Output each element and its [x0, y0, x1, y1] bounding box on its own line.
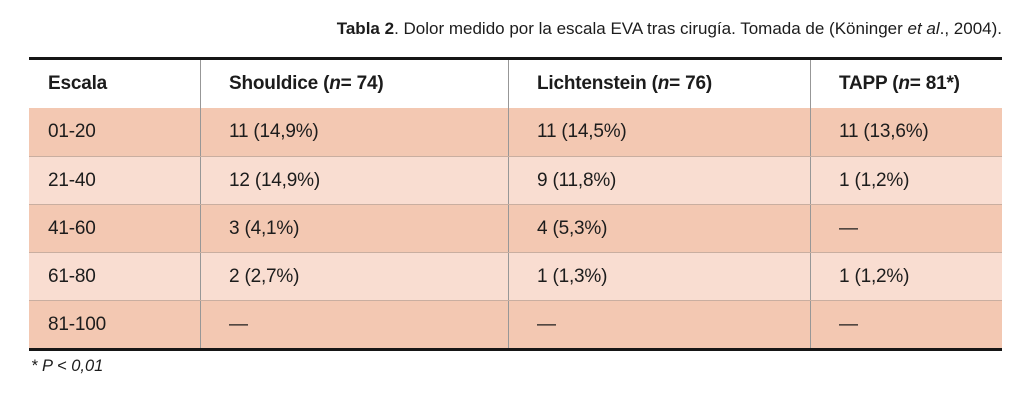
cell-escala: 21-40: [48, 169, 96, 191]
table-caption: Tabla 2. Dolor medido por la escala EVA …: [29, 18, 1002, 40]
caption-year: ., 2004).: [939, 19, 1002, 38]
header-lichtenstein-n: n: [657, 73, 670, 94]
cell-tapp: 11 (13,6%): [810, 108, 1002, 156]
cell-lichtenstein: 9 (11,8%): [508, 157, 810, 204]
cell-shouldice: 2 (2,7%): [200, 253, 508, 300]
header-shouldice-label: Shouldice (: [229, 73, 330, 94]
cell-shouldice: 3 (4,1%): [200, 205, 508, 252]
table-row: 21-40 12 (14,9%) 9 (11,8%) 1 (1,2%): [29, 156, 1002, 204]
header-shouldice: Shouldice (n = 74): [200, 60, 508, 108]
header-tapp-count: = 81*): [909, 73, 960, 94]
table-row: 01-20 11 (14,9%) 11 (14,5%) 11 (13,6%): [29, 108, 1002, 156]
header-lichtenstein-count: = 76): [669, 73, 712, 94]
cell-shouldice: 12 (14,9%): [200, 157, 508, 204]
cell-escala: 01-20: [48, 121, 96, 142]
cell-escala: 41-60: [48, 217, 96, 239]
table-row: 61-80 2 (2,7%) 1 (1,3%) 1 (1,2%): [29, 252, 1002, 300]
cell-lichtenstein: 4 (5,3%): [508, 205, 810, 252]
caption-text: . Dolor medido por la escala EVA tras ci…: [394, 19, 908, 38]
header-shouldice-count: = 74): [340, 73, 384, 94]
cell-shouldice: 11 (14,9%): [200, 108, 508, 156]
table-header-row: Escala Shouldice (n = 74) Lichtenstein (…: [29, 60, 1002, 108]
caption-et-al: et al: [907, 19, 940, 38]
table-row: 81-100 — — —: [29, 300, 1002, 348]
cell-shouldice: —: [200, 301, 508, 348]
header-tapp-n: n: [898, 73, 910, 94]
cell-tapp: —: [810, 301, 1002, 348]
significance-footnote: * P < 0,01: [31, 357, 104, 375]
table-row: 41-60 3 (4,1%) 4 (5,3%) —: [29, 204, 1002, 252]
header-escala: Escala: [48, 73, 108, 94]
cell-escala: 81-100: [48, 313, 106, 335]
eva-pain-table: Escala Shouldice (n = 74) Lichtenstein (…: [29, 57, 1002, 351]
cell-lichtenstein: 1 (1,3%): [508, 253, 810, 300]
header-tapp: TAPP (n = 81*): [810, 60, 1002, 108]
cell-tapp: 1 (1,2%): [810, 157, 1002, 204]
header-lichtenstein-label: Lichtenstein (: [537, 73, 658, 94]
header-lichtenstein: Lichtenstein (n = 76): [508, 60, 810, 108]
caption-table-number: Tabla 2: [336, 19, 395, 38]
header-shouldice-n: n: [329, 73, 341, 94]
header-tapp-label: TAPP (: [839, 73, 899, 94]
cell-lichtenstein: —: [508, 301, 810, 348]
cell-escala: 61-80: [48, 265, 96, 287]
cell-tapp: 1 (1,2%): [810, 253, 1002, 300]
cell-tapp: —: [810, 205, 1002, 252]
cell-lichtenstein: 11 (14,5%): [508, 108, 810, 156]
